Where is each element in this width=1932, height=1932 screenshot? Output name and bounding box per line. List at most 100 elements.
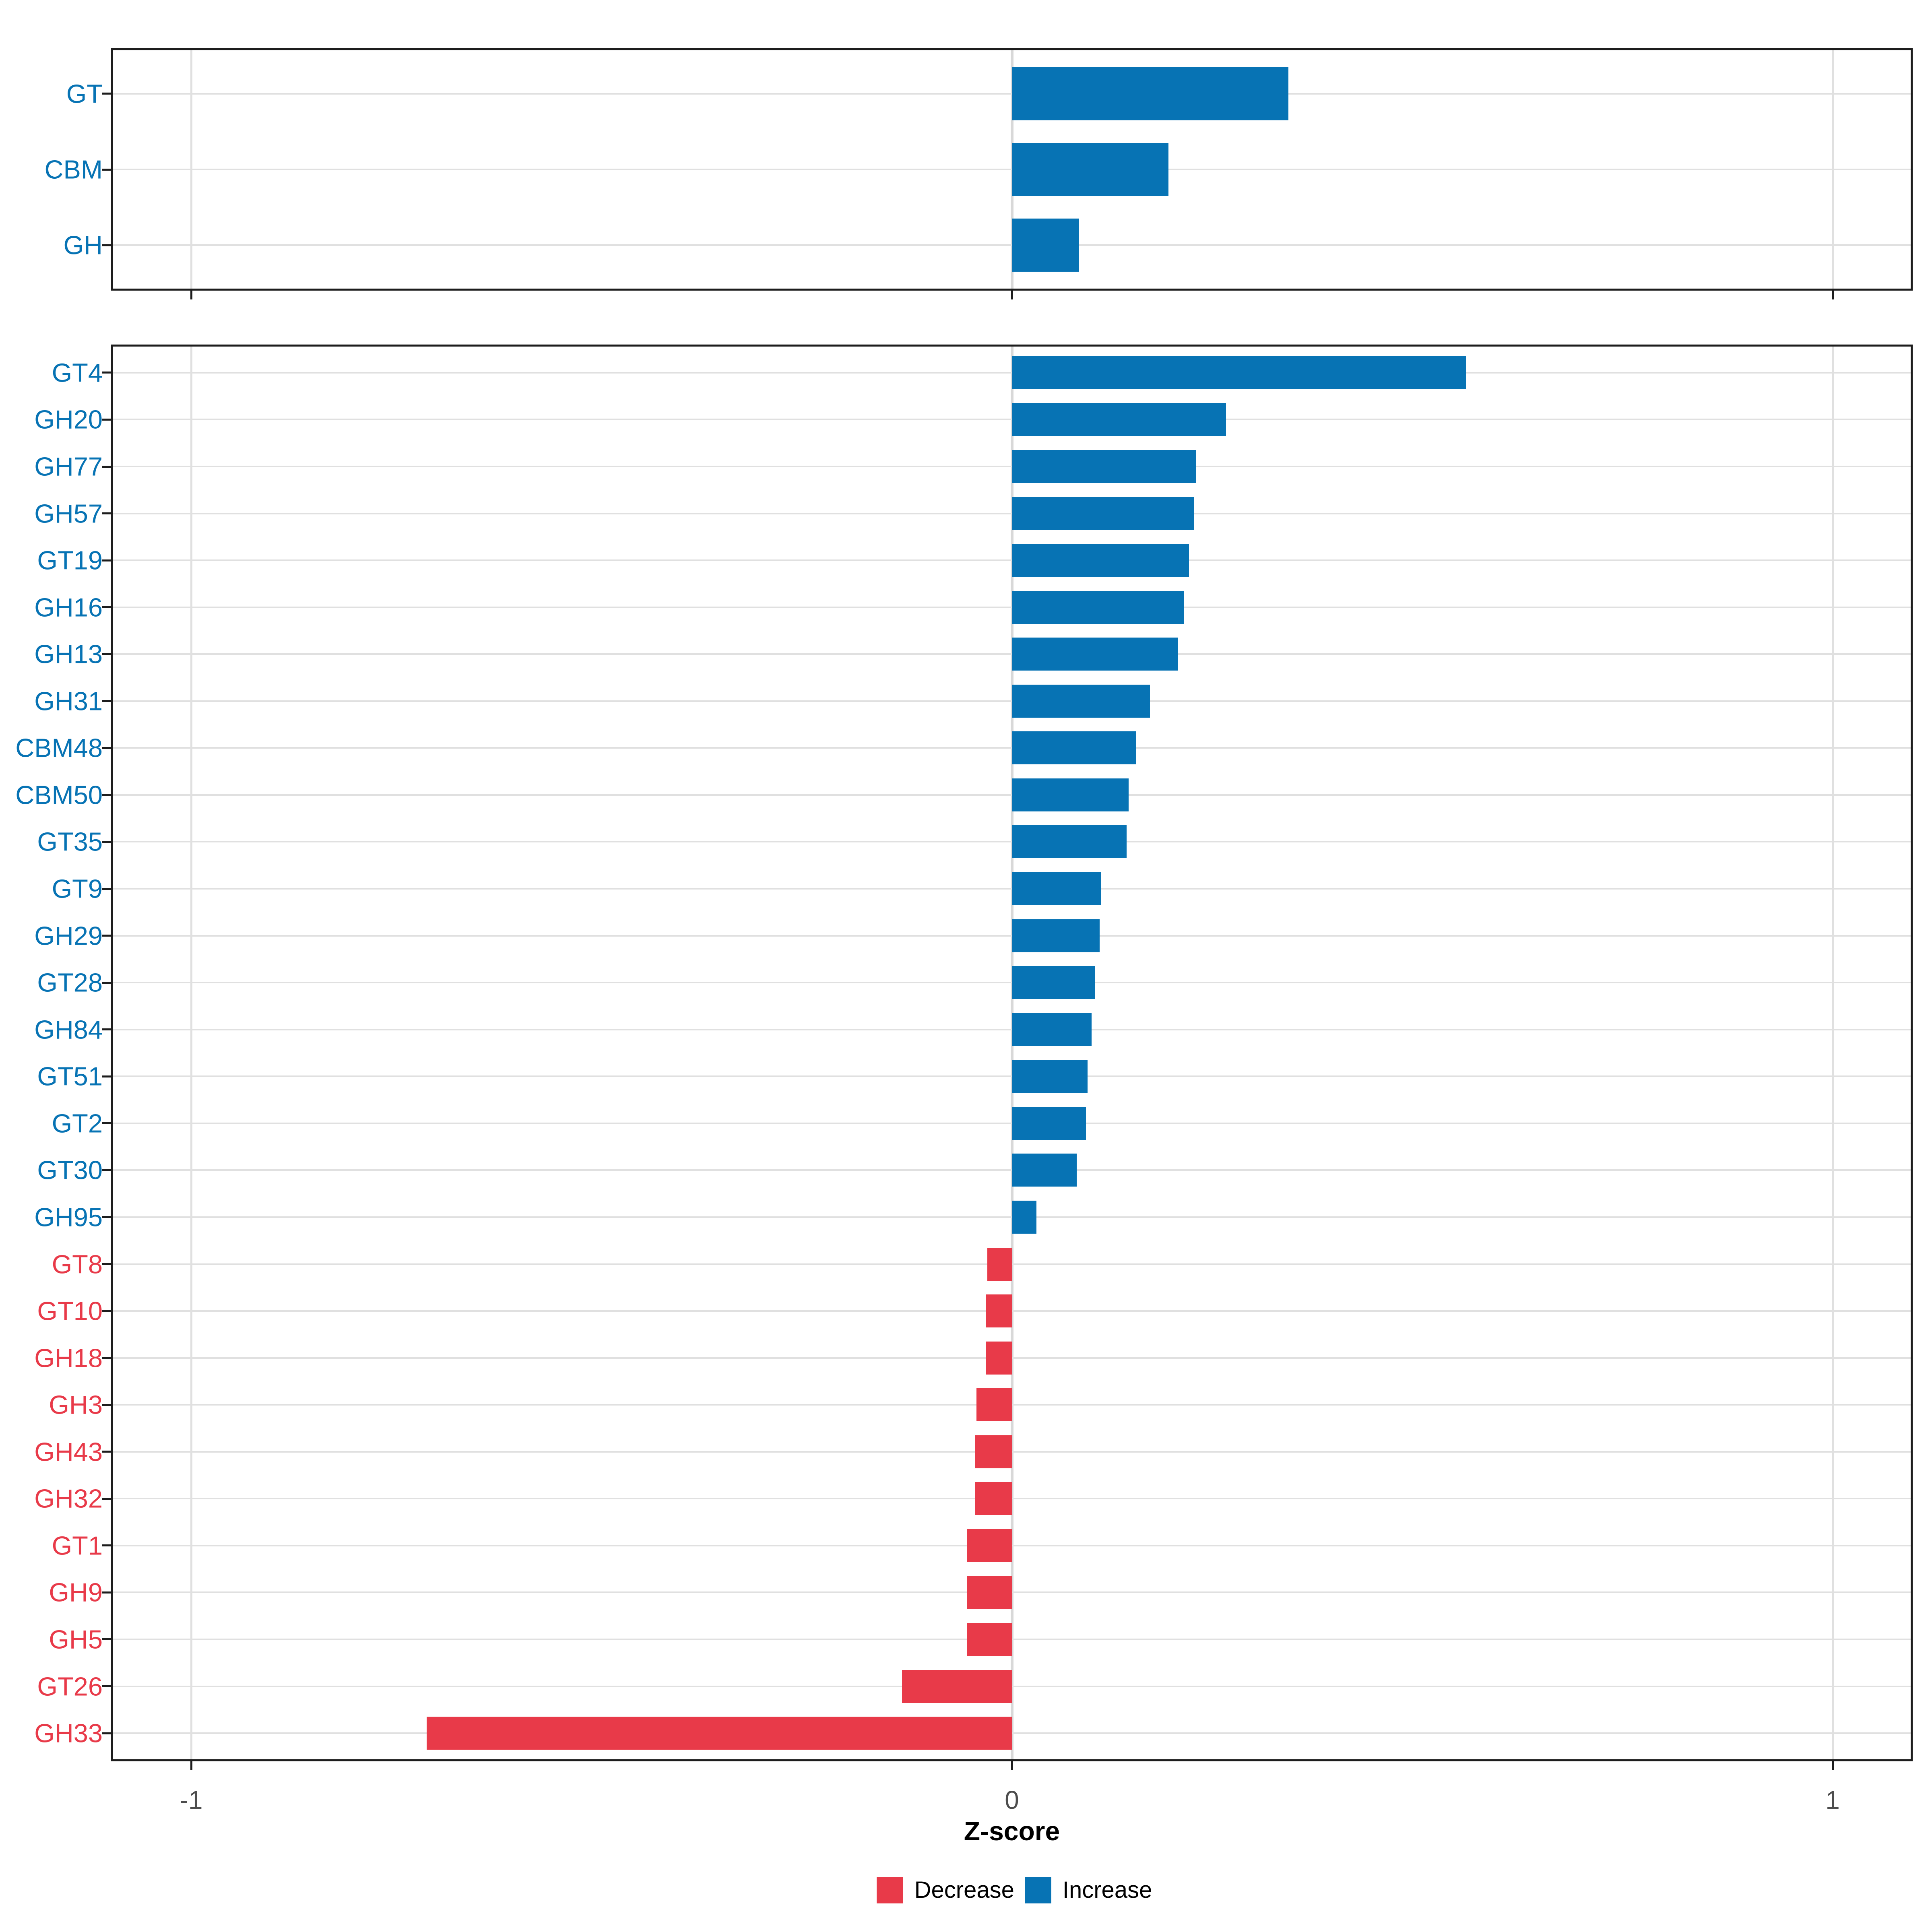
y-axis-label-GH16: GH16	[34, 592, 103, 622]
y-axis-tick	[102, 840, 111, 843]
bar-GH84	[1012, 1013, 1092, 1046]
bar-CBM	[1012, 143, 1169, 196]
y-axis-tick	[102, 1169, 111, 1171]
grid-line-vertical-cazyme-family	[1831, 345, 1834, 1761]
y-axis-tick	[102, 372, 111, 374]
y-axis-label-GH43: GH43	[34, 1437, 103, 1467]
y-axis-label-GT9: GT9	[52, 874, 103, 904]
panel-cazyme-family	[111, 345, 1913, 1761]
y-axis-label-GH20: GH20	[34, 405, 103, 434]
y-axis-label-GH9: GH9	[49, 1577, 103, 1607]
bar-GH3	[976, 1388, 1012, 1422]
bar-GH57	[1012, 497, 1194, 530]
legend-item-decrease: Decrease	[876, 1877, 1014, 1903]
y-axis-tick	[102, 418, 111, 421]
y-axis-tick	[102, 1497, 111, 1500]
y-axis-label-GT10: GT10	[37, 1296, 103, 1326]
grid-line-horizontal	[111, 1357, 1913, 1359]
bar-GH5	[966, 1622, 1012, 1656]
y-axis-label-GH3: GH3	[49, 1390, 103, 1420]
grid-line-horizontal	[111, 1404, 1913, 1406]
bar-CBM48	[1012, 731, 1136, 765]
y-axis-tick	[102, 465, 111, 468]
y-axis-label-GT1: GT1	[52, 1531, 103, 1560]
y-axis-tick	[102, 747, 111, 749]
y-axis-tick	[102, 1357, 111, 1359]
y-axis-label-GT4: GT4	[52, 358, 103, 388]
y-axis-label-GH32: GH32	[34, 1484, 103, 1513]
legend-swatch-decrease	[876, 1877, 903, 1903]
y-axis-tick	[102, 653, 111, 655]
bar-GH43	[975, 1435, 1012, 1468]
bar-GH32	[975, 1482, 1012, 1515]
y-axis-tick	[102, 1591, 111, 1593]
bar-GH13	[1012, 638, 1178, 671]
y-axis-label-GH57: GH57	[34, 499, 103, 528]
bar-GT8	[987, 1247, 1012, 1281]
grid-line-horizontal	[111, 1544, 1913, 1546]
y-axis-label-CBM50: CBM50	[15, 780, 103, 810]
y-axis-tick	[102, 1638, 111, 1641]
bar-GH16	[1012, 590, 1185, 624]
bar-GT10	[985, 1294, 1012, 1328]
grid-line-horizontal	[111, 1732, 1913, 1734]
y-axis-label-GH31: GH31	[34, 686, 103, 716]
y-axis-tick	[102, 93, 111, 95]
y-axis-tick	[102, 606, 111, 609]
y-axis-label-GH33: GH33	[34, 1718, 103, 1748]
y-axis-tick	[102, 512, 111, 515]
grid-line-horizontal	[111, 1638, 1913, 1640]
y-axis-label-GH: GH	[63, 230, 103, 260]
y-axis-tick	[102, 168, 111, 171]
bar-GT19	[1012, 544, 1189, 577]
y-axis-tick	[102, 244, 111, 246]
bar-GH18	[985, 1341, 1012, 1375]
y-axis-tick	[102, 1216, 111, 1218]
y-axis-tick	[102, 559, 111, 561]
y-axis-label-GH95: GH95	[34, 1202, 103, 1232]
y-axis-label-CBM: CBM	[44, 155, 103, 184]
legend-item-increase: Increase	[1024, 1877, 1152, 1903]
grid-line-vertical-cazyme-family	[1010, 345, 1013, 1761]
bar-GH29	[1012, 919, 1100, 952]
legend-label-increase: Increase	[1062, 1877, 1152, 1903]
y-axis-label-GT51: GT51	[37, 1061, 103, 1091]
y-axis-label-GT30: GT30	[37, 1155, 103, 1185]
grid-line-horizontal	[111, 1591, 1913, 1593]
bar-GT9	[1012, 872, 1102, 906]
x-axis-tick-label--1: -1	[180, 1785, 203, 1814]
x-axis-tick	[1831, 291, 1834, 299]
y-axis-label-CBM48: CBM48	[15, 733, 103, 763]
y-axis-label-GH5: GH5	[49, 1624, 103, 1654]
x-axis-tick	[190, 291, 192, 299]
y-axis-label-GT: GT	[66, 79, 103, 109]
x-axis-tick	[1831, 1761, 1834, 1770]
grid-line-horizontal	[111, 1498, 1913, 1500]
bar-GT2	[1012, 1106, 1086, 1140]
y-axis-label-GT28: GT28	[37, 968, 103, 997]
y-axis-label-GT19: GT19	[37, 545, 103, 575]
bar-GT	[1012, 67, 1289, 120]
x-axis-tick	[1011, 1761, 1013, 1770]
y-axis-label-GT2: GT2	[52, 1108, 103, 1138]
legend-swatch-increase	[1024, 1877, 1051, 1903]
bar-CBM50	[1012, 778, 1129, 811]
y-axis-label-GH13: GH13	[34, 639, 103, 669]
legend: Decrease Increase	[48, 1877, 1932, 1903]
y-axis-tick	[102, 1451, 111, 1453]
x-axis-tick-label-1: 1	[1825, 1785, 1840, 1814]
legend-label-decrease: Decrease	[914, 1877, 1014, 1903]
bar-GT30	[1012, 1154, 1077, 1187]
y-axis-label-GH18: GH18	[34, 1343, 103, 1373]
y-axis-tick	[102, 1263, 111, 1265]
y-axis-tick	[102, 1404, 111, 1406]
x-axis-title: Z-score	[964, 1816, 1060, 1846]
grid-line-horizontal	[111, 1310, 1913, 1312]
y-axis-label-GT8: GT8	[52, 1249, 103, 1279]
y-axis-label-GH77: GH77	[34, 452, 103, 481]
x-axis-tick	[190, 1761, 192, 1770]
y-axis-tick	[102, 1075, 111, 1077]
grid-line-horizontal	[111, 1685, 1913, 1687]
bar-GH20	[1012, 403, 1226, 436]
